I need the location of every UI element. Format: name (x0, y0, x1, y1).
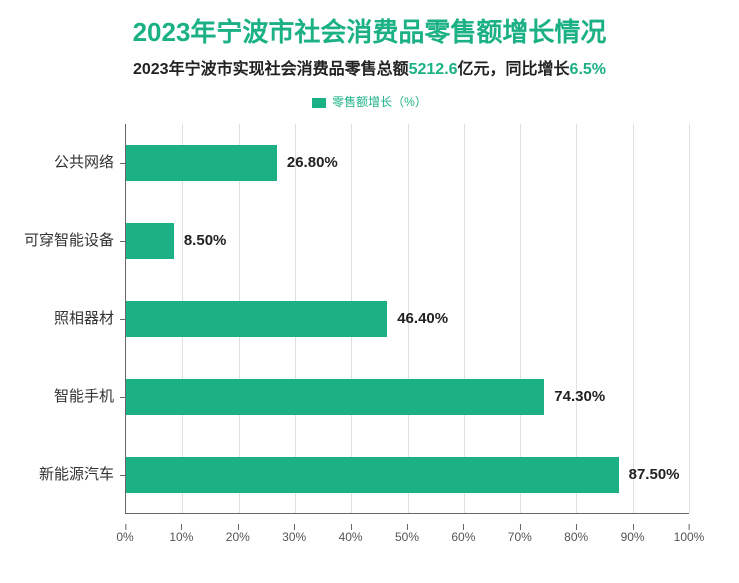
legend-swatch (312, 98, 326, 108)
subtitle-prefix: 2023年宁波市实现社会消费品零售总额 (133, 61, 409, 78)
bar-row: 公共网络26.80% (126, 145, 689, 181)
x-axis-tick: 60% (451, 530, 475, 544)
bar: 87.50% (126, 457, 619, 493)
y-axis-label: 智能手机 (54, 379, 126, 415)
x-axis-tick: 80% (564, 530, 588, 544)
chart-title: 2023年宁波市社会消费品零售额增长情况 (20, 12, 719, 49)
y-axis-label: 照相器材 (54, 301, 126, 337)
x-axis-tick: 30% (282, 530, 306, 544)
legend-label: 零售额增长（%） (332, 95, 427, 109)
bar: 26.80% (126, 145, 277, 181)
x-axis-tick: 50% (395, 530, 419, 544)
plot-area: 公共网络26.80% 可穿智能设备8.50% 照相器材46.40% 智能手机74.30… (125, 124, 689, 514)
bar-chart: 公共网络26.80% 可穿智能设备8.50% 照相器材46.40% 智能手机74.30… (125, 124, 689, 544)
bar: 74.30% (126, 379, 544, 415)
bar-row: 可穿智能设备8.50% (126, 223, 689, 259)
y-axis-label: 可穿智能设备 (24, 223, 126, 259)
chart-legend: 零售额增长（%） (20, 93, 719, 110)
bar-row: 新能源汽车87.50% (126, 457, 689, 493)
x-axis-tick: 10% (169, 530, 193, 544)
bar: 8.50% (126, 223, 174, 259)
subtitle-value1: 5212.6 (409, 61, 458, 78)
subtitle-mid: 亿元，同比增长 (458, 61, 570, 78)
x-axis-tick: 100% (674, 530, 705, 544)
bar-value-label: 8.50% (174, 223, 227, 259)
bar-value-label: 87.50% (619, 457, 680, 493)
bar-value-label: 74.30% (544, 379, 605, 415)
subtitle-value2: 6.5% (570, 61, 606, 78)
x-axis-tick: 40% (339, 530, 363, 544)
x-axis-tick: 90% (621, 530, 645, 544)
x-axis-tick: 0% (116, 530, 133, 544)
y-axis-label: 新能源汽车 (39, 457, 126, 493)
x-axis-tick: 20% (226, 530, 250, 544)
chart-subtitle: 2023年宁波市实现社会消费品零售总额5212.6亿元，同比增长6.5% (20, 55, 719, 79)
x-axis-tick: 70% (508, 530, 532, 544)
y-axis-label: 公共网络 (54, 145, 126, 181)
bar-value-label: 46.40% (387, 301, 448, 337)
bar-value-label: 26.80% (277, 145, 338, 181)
gridline (689, 124, 690, 513)
bar-row: 照相器材46.40% (126, 301, 689, 337)
bar-row: 智能手机74.30% (126, 379, 689, 415)
bar: 46.40% (126, 301, 387, 337)
